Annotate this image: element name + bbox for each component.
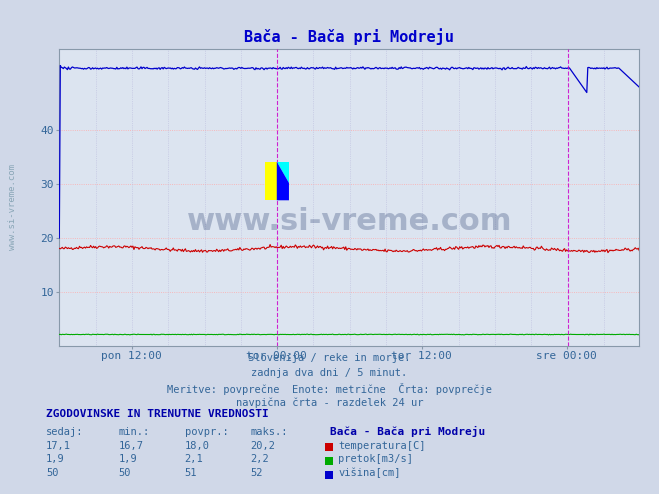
Text: pretok[m3/s]: pretok[m3/s] <box>338 454 413 464</box>
Text: navpična črta - razdelek 24 ur: navpična črta - razdelek 24 ur <box>236 398 423 408</box>
Text: 2,2: 2,2 <box>250 454 269 464</box>
Text: zadnja dva dni / 5 minut.: zadnja dva dni / 5 minut. <box>251 368 408 378</box>
Text: 52: 52 <box>250 468 263 478</box>
Text: 1,9: 1,9 <box>119 454 137 464</box>
Text: www.si-vreme.com: www.si-vreme.com <box>186 207 512 236</box>
Text: maks.:: maks.: <box>250 427 288 437</box>
Polygon shape <box>277 162 289 200</box>
Text: Meritve: povprečne  Enote: metrične  Črta: povprečje: Meritve: povprečne Enote: metrične Črta:… <box>167 383 492 395</box>
Text: 1,9: 1,9 <box>46 454 65 464</box>
Bar <box>265 162 277 200</box>
Text: 2,1: 2,1 <box>185 454 203 464</box>
Title: Bača - Bača pri Modreju: Bača - Bača pri Modreju <box>244 29 454 45</box>
Text: 51: 51 <box>185 468 197 478</box>
Text: 20,2: 20,2 <box>250 441 275 451</box>
Text: 17,1: 17,1 <box>46 441 71 451</box>
Text: min.:: min.: <box>119 427 150 437</box>
Text: ZGODOVINSKE IN TRENUTNE VREDNOSTI: ZGODOVINSKE IN TRENUTNE VREDNOSTI <box>46 410 269 419</box>
Text: povpr.:: povpr.: <box>185 427 228 437</box>
Text: temperatura[C]: temperatura[C] <box>338 441 426 451</box>
Text: višina[cm]: višina[cm] <box>338 468 401 478</box>
Polygon shape <box>277 162 289 183</box>
Text: Bača - Bača pri Modreju: Bača - Bača pri Modreju <box>330 426 485 437</box>
Text: 16,7: 16,7 <box>119 441 144 451</box>
Text: 50: 50 <box>119 468 131 478</box>
Text: 50: 50 <box>46 468 59 478</box>
Text: Slovenija / reke in morje.: Slovenija / reke in morje. <box>248 353 411 363</box>
Text: www.si-vreme.com: www.si-vreme.com <box>8 165 17 250</box>
Text: sedaj:: sedaj: <box>46 427 84 437</box>
Text: 18,0: 18,0 <box>185 441 210 451</box>
